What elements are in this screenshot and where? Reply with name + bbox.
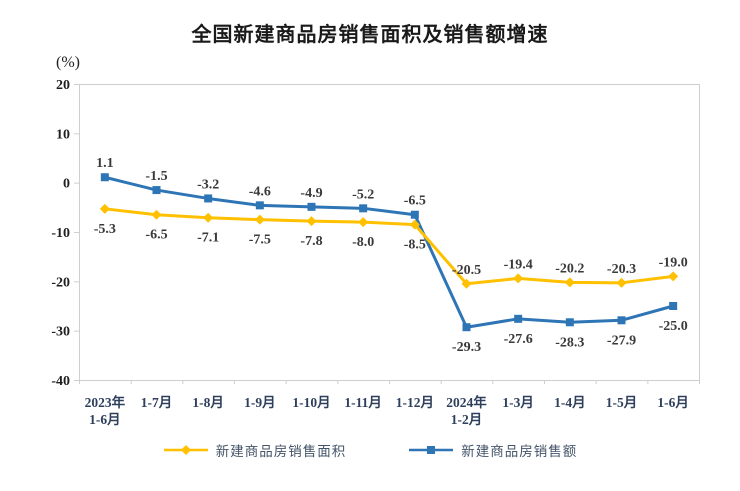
data-label: -7.8 — [300, 234, 322, 249]
series-marker-square — [100, 173, 109, 182]
series-marker-square — [410, 210, 419, 219]
legend-diamond-marker-icon — [163, 445, 208, 455]
data-label: -1.5 — [145, 169, 167, 184]
data-label: -25.0 — [659, 319, 688, 334]
x-axis-label: 1-10月 — [292, 395, 330, 410]
series-marker-diamond — [306, 216, 317, 227]
series-marker-square — [617, 316, 626, 325]
data-label: -5.2 — [352, 187, 374, 202]
series-marker-square — [152, 186, 161, 195]
legend-item-sales-area: 新建商品房销售面积 — [163, 440, 347, 460]
legend-item-sales-amount: 新建商品房销售额 — [408, 440, 577, 460]
series-marker-square — [359, 204, 368, 213]
series-marker-square — [565, 318, 574, 327]
x-axis-label: 2023年 — [85, 394, 126, 410]
series-marker-square — [462, 323, 471, 332]
series-marker-diamond — [461, 278, 472, 289]
series-marker-diamond — [616, 277, 627, 288]
legend-square-marker-icon — [409, 446, 454, 454]
data-label: -29.3 — [452, 340, 481, 355]
data-label: -7.5 — [249, 233, 271, 248]
data-label: -19.0 — [659, 255, 688, 270]
x-axis-label: 1-9月 — [244, 395, 276, 410]
x-axis-label: 1-3月 — [502, 395, 534, 410]
series-marker-diamond — [564, 277, 575, 288]
series-marker-diamond — [358, 217, 369, 228]
y-axis-tick-label: -40 — [51, 374, 70, 389]
y-axis-tick-label: -20 — [51, 275, 70, 290]
y-axis-tick-label: -30 — [51, 325, 70, 340]
legend: 新建商品房销售面积 新建商品房销售额 — [0, 440, 740, 460]
x-axis-label: 2024年 — [446, 394, 487, 410]
x-axis-label: 1-4月 — [554, 395, 586, 410]
y-axis-tick-label: 0 — [63, 177, 70, 192]
series-marker-diamond — [151, 209, 162, 220]
legend-square-shape — [427, 446, 436, 454]
data-label: -20.2 — [555, 261, 584, 276]
x-axis-label: 1-7月 — [141, 395, 173, 410]
series-marker-diamond — [203, 212, 214, 223]
data-label: -27.9 — [607, 333, 636, 348]
series-line-0 — [104, 207, 674, 286]
data-label: -8.0 — [352, 235, 374, 250]
data-label: -4.6 — [249, 184, 271, 199]
y-axis-tick-label: 10 — [56, 127, 70, 142]
series-marker-diamond — [513, 273, 524, 284]
x-axis-label: 1-5月 — [606, 395, 638, 410]
legend-label-sales-area: 新建商品房销售面积 — [215, 444, 347, 459]
data-label: -28.3 — [555, 335, 584, 350]
data-label: -4.9 — [300, 186, 322, 201]
y-axis-unit-label: (%) — [56, 54, 80, 71]
x-axis-label: 1-2月 — [451, 412, 483, 427]
data-label: -6.5 — [145, 228, 167, 243]
series-marker-diamond — [668, 271, 679, 282]
data-label: 1.1 — [96, 156, 114, 171]
x-axis-label: 1-12月 — [396, 395, 434, 410]
series-marker-square — [307, 202, 316, 211]
x-axis-label: 1-6月 — [657, 395, 689, 410]
x-axis-label: 1-6月 — [89, 412, 121, 427]
y-axis-tick-label: 20 — [56, 78, 70, 93]
data-label: -20.5 — [452, 263, 481, 278]
x-axis-label: 1-11月 — [344, 395, 382, 410]
legend-label-sales-amount: 新建商品房销售额 — [461, 444, 578, 459]
series-marker-square — [514, 314, 523, 323]
data-label: -5.3 — [94, 222, 116, 237]
series-marker-square — [255, 201, 264, 210]
series-marker-square — [669, 302, 678, 310]
data-label: -3.2 — [197, 177, 219, 192]
series-marker-diamond — [254, 214, 265, 225]
data-label: -27.6 — [504, 332, 533, 347]
legend-diamond-shape — [180, 445, 191, 455]
data-label: -19.4 — [504, 257, 533, 272]
x-axis-label: 1-8月 — [192, 395, 224, 410]
data-label: -8.5 — [404, 238, 426, 253]
series-marker-square — [204, 194, 213, 203]
chart-title: 全国新建商品房销售面积及销售额增速 — [191, 24, 549, 46]
series-marker-diamond — [409, 219, 420, 230]
series-marker-diamond — [99, 203, 110, 214]
data-label: -7.1 — [197, 231, 219, 246]
data-label: -20.3 — [607, 262, 636, 277]
data-label: -6.5 — [404, 194, 426, 209]
series-line-1 — [104, 175, 674, 329]
y-axis-tick-label: -10 — [51, 226, 70, 241]
